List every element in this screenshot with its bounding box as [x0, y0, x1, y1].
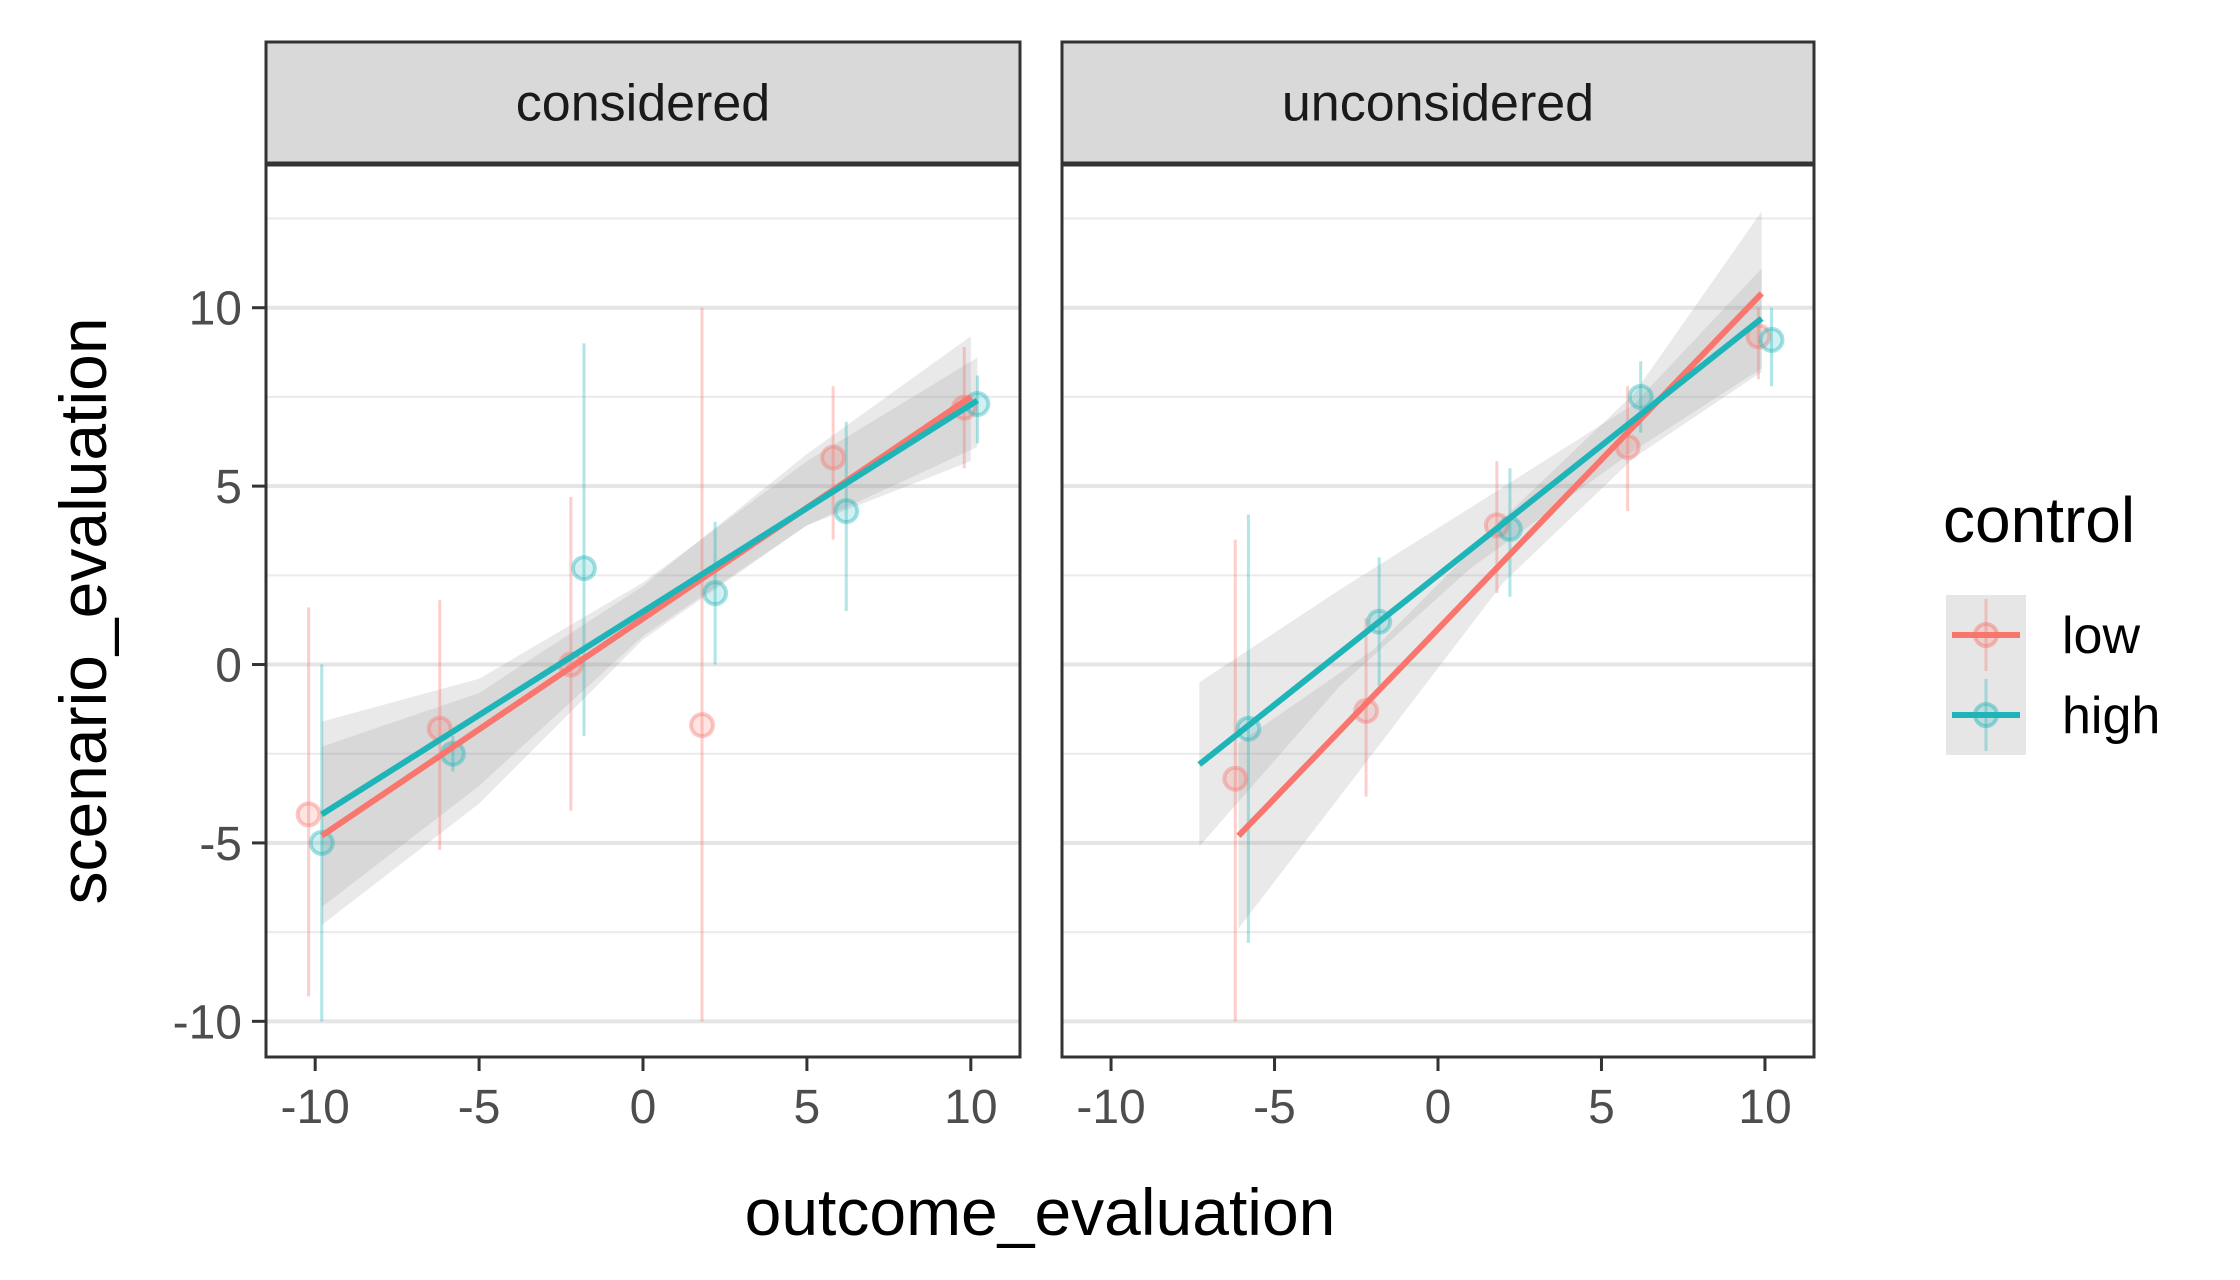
- x-tick-label: 0: [1425, 1081, 1452, 1134]
- data-point-high: [702, 580, 729, 607]
- facet-panels: considered-10 -5 0 5 10-10-50510unconsidered…: [173, 40, 1816, 1134]
- ribbon-high: [321, 357, 978, 908]
- y-tick-label: 5: [215, 461, 242, 514]
- data-point-high: [1627, 383, 1654, 410]
- legend-item-high: high: [1946, 675, 2160, 755]
- ribbon-low: [1238, 211, 1762, 929]
- data-point-low: [820, 444, 847, 471]
- data-point-low: [1745, 323, 1772, 350]
- data-point-low: [1222, 765, 1249, 792]
- legend-title: control: [1943, 484, 2135, 556]
- facet-panel-1: unconsidered -10 -5 0 5 10: [1060, 40, 1816, 1134]
- x-tick-label: -10: [280, 1081, 349, 1134]
- gridlines: [1062, 217, 1814, 1024]
- legend-item-low: low: [1946, 595, 2140, 675]
- data-point-high: [308, 829, 335, 856]
- legend-key-point: [1973, 622, 1999, 648]
- y-tick-label: 0: [215, 640, 242, 693]
- facet-strip: [264, 40, 1022, 165]
- x-tick-label: -5: [1253, 1081, 1296, 1134]
- data-point-high: [570, 555, 597, 582]
- y-tick-label: -10: [173, 996, 242, 1049]
- facet-strip-label: unconsidered: [1282, 75, 1594, 133]
- x-tick-label: 5: [1588, 1081, 1615, 1134]
- data-point-low: [295, 801, 322, 828]
- gridlines: [266, 217, 1020, 1024]
- legend-label: high: [2062, 687, 2160, 745]
- data-point-high: [833, 498, 860, 525]
- ribbon-low: [321, 336, 971, 925]
- legend-label: low: [2062, 607, 2140, 665]
- x-tick-label: -5: [458, 1081, 501, 1134]
- x-tick-label: -10: [1076, 1081, 1145, 1134]
- y-tick-label: 10: [189, 283, 242, 336]
- legend: control low high: [1943, 484, 2160, 755]
- legend-key-point: [1973, 702, 1999, 728]
- x-tick-label: 10: [944, 1081, 997, 1134]
- x-tick-label: 5: [794, 1081, 821, 1134]
- fit-line-high: [320, 397, 979, 817]
- x-axis-title: outcome_evaluation: [745, 1175, 1336, 1249]
- ribbon-high: [1199, 268, 1762, 847]
- x-tick-label: 0: [630, 1081, 657, 1134]
- plot-background: [1062, 165, 1814, 1057]
- y-axis-title: scenario_evaluation: [46, 317, 120, 904]
- facet-panel-0: considered -10 -5 0 5 10 -10 -5 0 5 10: [173, 40, 1022, 1134]
- x-tick-label: 10: [1738, 1081, 1791, 1134]
- facet-strip-label: considered: [516, 75, 770, 133]
- facet-strip: [1060, 40, 1816, 165]
- y-tick-label: -5: [199, 818, 242, 871]
- fit-line-high: [1197, 316, 1764, 767]
- data-point-low: [689, 712, 716, 739]
- data-point-high: [1758, 326, 1785, 353]
